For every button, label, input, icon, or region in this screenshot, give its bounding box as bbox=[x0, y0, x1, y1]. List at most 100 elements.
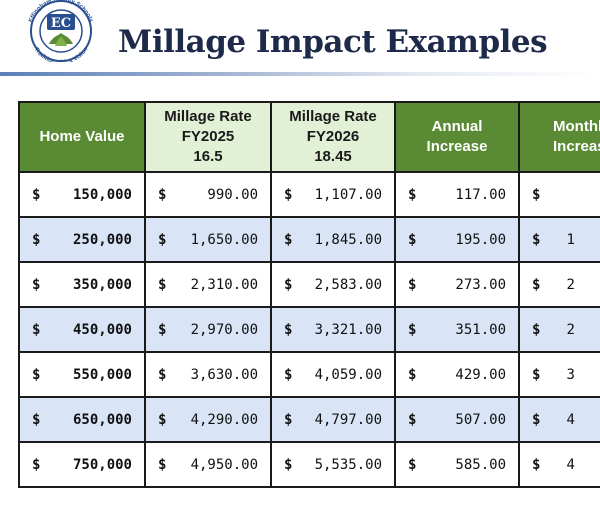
cell-monthly-increase: $ bbox=[518, 171, 600, 218]
currency-symbol: $ bbox=[158, 411, 167, 428]
cell-tax-fy2026: $5,535.00 bbox=[270, 441, 396, 488]
table-row: $550,000 $3,630.00 $4,059.00 $429.00 $3 bbox=[18, 351, 600, 398]
table-row: $250,000 $1,650.00 $1,845.00 $195.00 $1 bbox=[18, 216, 600, 263]
cell-tax-fy2025: $2,970.00 bbox=[144, 306, 272, 353]
cell-home-value: $250,000 bbox=[18, 216, 146, 263]
cell-value: 585.00 bbox=[455, 456, 506, 473]
currency-symbol: $ bbox=[408, 411, 417, 428]
cell-home-value: $350,000 bbox=[18, 261, 146, 308]
table-row: $450,000 $2,970.00 $3,321.00 $351.00 $2 bbox=[18, 306, 600, 353]
cell-tax-fy2026: $1,107.00 bbox=[270, 171, 396, 218]
currency-symbol: $ bbox=[532, 456, 541, 473]
currency-symbol: $ bbox=[158, 231, 167, 248]
currency-symbol: $ bbox=[532, 366, 541, 383]
cell-monthly-increase: $2 bbox=[518, 306, 600, 353]
cell-value: 351.00 bbox=[455, 321, 506, 338]
currency-symbol: $ bbox=[284, 366, 293, 383]
cell-value: 3,321.00 bbox=[314, 321, 382, 338]
cell-value: 195.00 bbox=[455, 231, 506, 248]
title-underline bbox=[0, 72, 600, 76]
cell-annual-increase: $273.00 bbox=[394, 261, 520, 308]
table-header-row: Home Value Millage Rate FY2025 16.5 Mill… bbox=[18, 101, 600, 173]
header-millage-fy2026: Millage Rate FY2026 18.45 bbox=[270, 101, 396, 173]
cell-monthly-increase: $4 bbox=[518, 441, 600, 488]
currency-symbol: $ bbox=[408, 276, 417, 293]
currency-symbol: $ bbox=[32, 231, 41, 248]
cell-tax-fy2025: $4,290.00 bbox=[144, 396, 272, 443]
header-monthly-increase: Monthl Increas bbox=[518, 101, 600, 173]
header-home-value: Home Value bbox=[18, 101, 146, 173]
cell-value: 450,000 bbox=[72, 321, 132, 338]
cell-value: 4 bbox=[566, 456, 575, 473]
cell-home-value: $450,000 bbox=[18, 306, 146, 353]
cell-tax-fy2026: $3,321.00 bbox=[270, 306, 396, 353]
table-row: $350,000 $2,310.00 $2,583.00 $273.00 $2 bbox=[18, 261, 600, 308]
cell-tax-fy2026: $4,797.00 bbox=[270, 396, 396, 443]
cell-value: 2 bbox=[566, 276, 575, 293]
currency-symbol: $ bbox=[158, 456, 167, 473]
district-logo: Effingham County Schools Tradition with … bbox=[22, 0, 100, 62]
cell-value: 750,000 bbox=[72, 456, 132, 473]
millage-impact-table: Home Value Millage Rate FY2025 16.5 Mill… bbox=[18, 101, 600, 488]
cell-value: 4,290.00 bbox=[190, 411, 258, 428]
cell-value: 4,059.00 bbox=[314, 366, 382, 383]
currency-symbol: $ bbox=[32, 456, 41, 473]
cell-value: 273.00 bbox=[455, 276, 506, 293]
cell-value: 4,797.00 bbox=[314, 411, 382, 428]
currency-symbol: $ bbox=[158, 276, 167, 293]
cell-value: 1,107.00 bbox=[314, 186, 382, 203]
table-row: $150,000 $990.00 $1,107.00 $117.00 $ bbox=[18, 171, 600, 218]
cell-value: 5,535.00 bbox=[314, 456, 382, 473]
cell-value: 3 bbox=[566, 366, 575, 383]
cell-value: 117.00 bbox=[455, 186, 506, 203]
page-title: Millage Impact Examples bbox=[118, 24, 548, 60]
currency-symbol: $ bbox=[408, 456, 417, 473]
currency-symbol: $ bbox=[32, 411, 41, 428]
cell-annual-increase: $429.00 bbox=[394, 351, 520, 398]
cell-annual-increase: $351.00 bbox=[394, 306, 520, 353]
cell-value: 2,970.00 bbox=[190, 321, 258, 338]
currency-symbol: $ bbox=[32, 366, 41, 383]
cell-tax-fy2025: $2,310.00 bbox=[144, 261, 272, 308]
currency-symbol: $ bbox=[32, 186, 41, 203]
cell-value: 429.00 bbox=[455, 366, 506, 383]
currency-symbol: $ bbox=[408, 366, 417, 383]
cell-value: 2,583.00 bbox=[314, 276, 382, 293]
cell-value: 350,000 bbox=[72, 276, 132, 293]
currency-symbol: $ bbox=[32, 321, 41, 338]
cell-value: 4,950.00 bbox=[190, 456, 258, 473]
cell-home-value: $150,000 bbox=[18, 171, 146, 218]
cell-value: 1,845.00 bbox=[314, 231, 382, 248]
currency-symbol: $ bbox=[284, 411, 293, 428]
cell-value: 2 bbox=[566, 321, 575, 338]
cell-value: 1 bbox=[566, 231, 575, 248]
cell-tax-fy2025: $990.00 bbox=[144, 171, 272, 218]
cell-value: 650,000 bbox=[72, 411, 132, 428]
cell-monthly-increase: $3 bbox=[518, 351, 600, 398]
currency-symbol: $ bbox=[284, 321, 293, 338]
cell-annual-increase: $585.00 bbox=[394, 441, 520, 488]
currency-symbol: $ bbox=[532, 186, 541, 203]
cell-home-value: $650,000 bbox=[18, 396, 146, 443]
currency-symbol: $ bbox=[284, 231, 293, 248]
cell-tax-fy2026: $4,059.00 bbox=[270, 351, 396, 398]
currency-symbol: $ bbox=[284, 276, 293, 293]
cell-annual-increase: $507.00 bbox=[394, 396, 520, 443]
cell-value: 550,000 bbox=[72, 366, 132, 383]
currency-symbol: $ bbox=[532, 411, 541, 428]
table-row: $650,000 $4,290.00 $4,797.00 $507.00 $4 bbox=[18, 396, 600, 443]
cell-tax-fy2025: $3,630.00 bbox=[144, 351, 272, 398]
cell-value: 250,000 bbox=[72, 231, 132, 248]
cell-monthly-increase: $2 bbox=[518, 261, 600, 308]
cell-home-value: $750,000 bbox=[18, 441, 146, 488]
currency-symbol: $ bbox=[32, 276, 41, 293]
cell-value: 990.00 bbox=[207, 186, 258, 203]
cell-tax-fy2026: $1,845.00 bbox=[270, 216, 396, 263]
currency-symbol: $ bbox=[408, 231, 417, 248]
cell-tax-fy2025: $4,950.00 bbox=[144, 441, 272, 488]
currency-symbol: $ bbox=[158, 186, 167, 203]
millage-table-container: Home Value Millage Rate FY2025 16.5 Mill… bbox=[18, 101, 600, 511]
currency-symbol: $ bbox=[532, 276, 541, 293]
currency-symbol: $ bbox=[158, 366, 167, 383]
table-row: $750,000 $4,950.00 $5,535.00 $585.00 $4 bbox=[18, 441, 600, 488]
